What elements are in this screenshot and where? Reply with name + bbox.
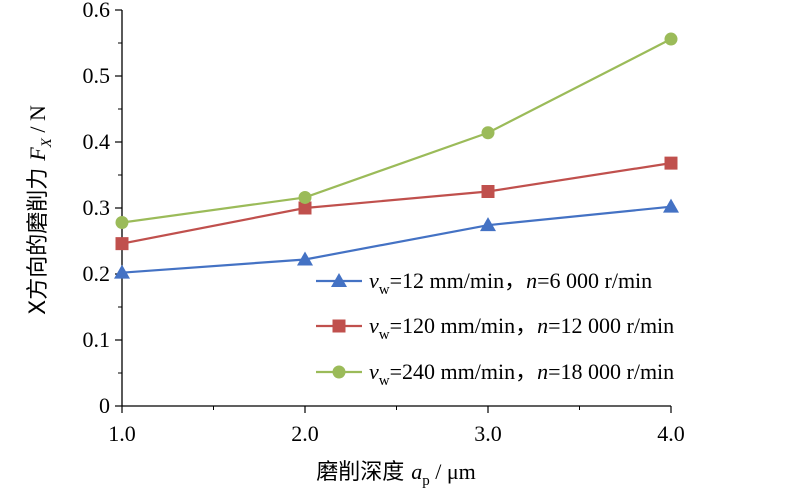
data-point (481, 126, 495, 140)
y-tick-label: 0.6 (83, 0, 111, 22)
series-line (121, 205, 672, 274)
data-point (298, 190, 312, 204)
legend-item-2: vw=120 mm/min，n=12 000 r/min (316, 313, 674, 343)
y-tick-label: 0 (99, 393, 110, 418)
x-tick-label: 4.0 (657, 421, 685, 446)
y-tick-label: 0.1 (83, 327, 111, 352)
legend-swatch-marker (331, 273, 347, 287)
x-tick-label: 1.0 (108, 421, 136, 446)
chart-series (114, 32, 679, 279)
data-point (115, 237, 129, 251)
y-tick-label: 0.2 (83, 261, 111, 286)
y-tick-label: 0.3 (83, 195, 111, 220)
y-axis-title: X方向的磨削力 FX / N (25, 105, 55, 315)
legend-swatch-marker (332, 319, 346, 333)
data-point (297, 251, 313, 266)
chart-legend: vw=12 mm/min，n=6 000 r/min vw=120 mm/min，… (316, 268, 674, 389)
x-tick-label: 3.0 (474, 421, 502, 446)
legend-label: vw=240 mm/min，n=18 000 r/min (369, 359, 674, 389)
series-line (121, 162, 672, 245)
chart-axes (115, 9, 672, 413)
data-point (663, 198, 679, 213)
data-point (115, 216, 129, 230)
data-point (664, 156, 678, 170)
data-point (298, 201, 312, 215)
legend-label: vw=12 mm/min，n=6 000 r/min (369, 268, 652, 298)
series-3 (115, 32, 678, 230)
legend-swatch-marker (332, 365, 346, 379)
legend-item-3: vw=240 mm/min，n=18 000 r/min (316, 359, 674, 389)
series-line (121, 38, 672, 224)
y-tick-label: 0.5 (83, 63, 111, 88)
series-2 (115, 156, 678, 251)
x-axis-title: 磨削深度 ap / μm (316, 459, 476, 489)
series-1 (114, 198, 679, 279)
y-tick-label: 0.4 (83, 129, 111, 154)
legend-label: vw=120 mm/min，n=12 000 r/min (369, 313, 674, 343)
data-point (481, 185, 495, 198)
legend-item-1: vw=12 mm/min，n=6 000 r/min (316, 268, 652, 298)
tick-labels: 0 0.1 0.2 0.3 0.4 0.5 0.6 1.0 2.0 3.0 4.0 (83, 0, 685, 446)
data-point (114, 264, 130, 279)
data-point (480, 217, 496, 232)
data-point (664, 32, 678, 46)
x-tick-label: 2.0 (291, 421, 319, 446)
